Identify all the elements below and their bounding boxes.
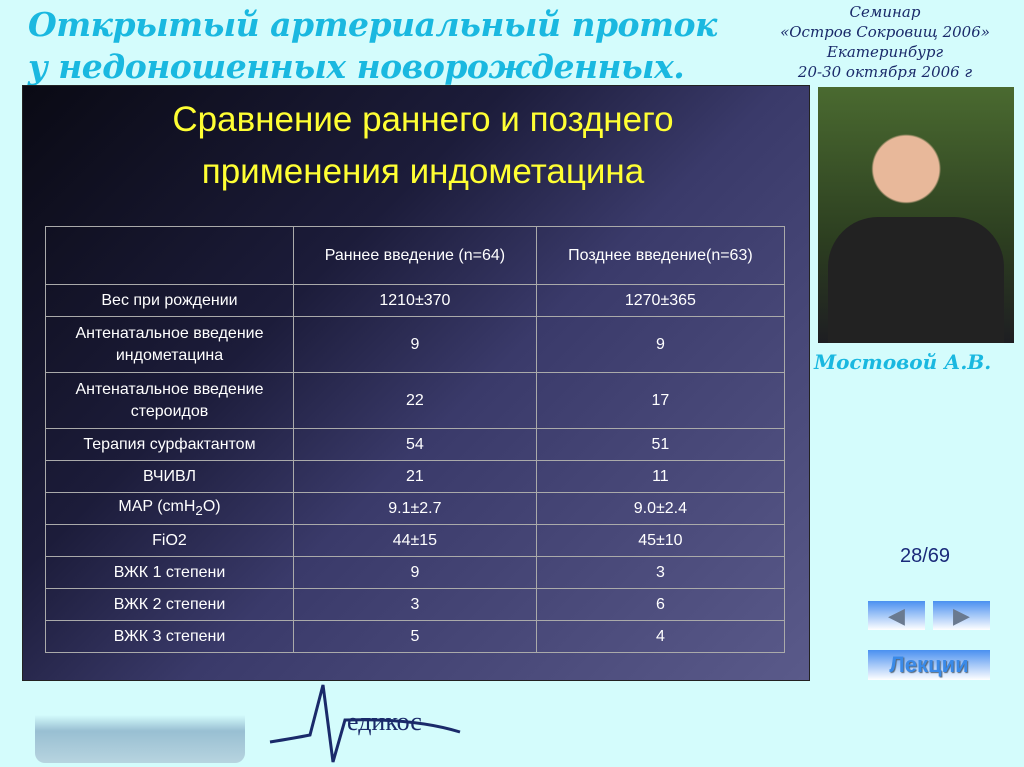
late-cell: 1270±365 <box>535 284 786 317</box>
label-cell: ВЖК 3 степени <box>45 620 294 653</box>
late-cell: 9 <box>535 316 786 373</box>
slide-title-line: Сравнение раннего и позднего <box>172 100 674 139</box>
late-cell: 3 <box>535 556 786 589</box>
presentation-title: Открытый артериальный проток у недоношен… <box>28 4 717 88</box>
lectures-button[interactable]: Лекции <box>868 650 990 680</box>
label-cell: ВЖК 1 степени <box>45 556 294 589</box>
table-header-row: Раннее введение (n=64) Позднее введение(… <box>45 226 786 285</box>
table-row: ВЖК 2 степени 3 6 <box>45 588 786 621</box>
table-row: Антенатальное введение стероидов 22 17 <box>45 372 786 429</box>
slide-title-line: применения индометацина <box>201 152 645 191</box>
early-cell: 3 <box>293 588 537 621</box>
medikos-logo: едикос <box>269 684 461 763</box>
late-cell: 9.0±2.4 <box>535 492 786 525</box>
label-cell: ВЧИВЛ <box>45 460 294 493</box>
early-cell: 22 <box>293 372 537 429</box>
late-cell: 6 <box>535 588 786 621</box>
seminar-line: Семинар <box>849 3 921 21</box>
table-row: ВЖК 1 степени 9 3 <box>45 556 786 589</box>
city-sketch-logo <box>35 683 245 763</box>
table-row: Вес при рождении 1210±370 1270±365 <box>45 284 786 317</box>
table-row: MAP (cmH2O) 9.1±2.7 9.0±2.4 <box>45 492 786 525</box>
header-cell: Раннее введение (n=64) <box>293 226 537 285</box>
comparison-table: Раннее введение (n=64) Позднее введение(… <box>45 226 786 653</box>
title-line: у недоношенных новорожденных. <box>28 47 685 86</box>
early-cell: 9.1±2.7 <box>293 492 537 525</box>
slide: Сравнение раннего и позднего применения … <box>22 85 810 681</box>
late-cell: 51 <box>535 428 786 461</box>
slide-title: Сравнение раннего и позднего применения … <box>103 94 743 198</box>
author-name: Мостовой А.В. <box>814 350 992 374</box>
page-counter: 28/69 <box>900 545 951 567</box>
table-row: FiO2 44±15 45±10 <box>45 524 786 557</box>
label-cell: Терапия сурфактантом <box>45 428 294 461</box>
label-cell: MAP (cmH2O) <box>45 492 294 525</box>
triangle-right-icon: ▶ <box>953 602 970 628</box>
svg-text:едикос: едикос <box>347 707 422 736</box>
label-cell: ВЖК 2 степени <box>45 588 294 621</box>
label-cell: Антенатальное введение стероидов <box>45 372 294 429</box>
early-cell: 1210±370 <box>293 284 537 317</box>
late-cell: 4 <box>535 620 786 653</box>
table-row: ВЖК 3 степени 5 4 <box>45 620 786 653</box>
table-row: Антенатальное введение индометацина 9 9 <box>45 316 786 373</box>
table-row: ВЧИВЛ 21 11 <box>45 460 786 493</box>
header-cell <box>45 226 294 285</box>
early-cell: 5 <box>293 620 537 653</box>
table-row: Терапия сурфактантом 54 51 <box>45 428 786 461</box>
late-cell: 45±10 <box>535 524 786 557</box>
early-cell: 44±15 <box>293 524 537 557</box>
seminar-line: «Остров Сокровищ 2006» <box>780 23 990 41</box>
label-cell: FiO2 <box>45 524 294 557</box>
next-slide-button[interactable]: ▶ <box>933 601 990 630</box>
seminar-info: Семинар «Остров Сокровищ 2006» Екатеринб… <box>760 2 1010 82</box>
early-cell: 9 <box>293 316 537 373</box>
title-line: Открытый артериальный проток <box>28 5 717 44</box>
late-cell: 17 <box>535 372 786 429</box>
seminar-line: Екатеринбург <box>826 43 944 61</box>
author-photo <box>818 87 1014 343</box>
label-cell: Вес при рождении <box>45 284 294 317</box>
triangle-left-icon: ◀ <box>888 602 905 628</box>
header-cell: Позднее введение(n=63) <box>535 226 786 285</box>
prev-slide-button[interactable]: ◀ <box>868 601 925 630</box>
early-cell: 54 <box>293 428 537 461</box>
late-cell: 11 <box>535 460 786 493</box>
seminar-line: 20-30 октября 2006 г <box>797 63 973 81</box>
label-cell: Антенатальное введение индометацина <box>45 316 294 373</box>
early-cell: 9 <box>293 556 537 589</box>
early-cell: 21 <box>293 460 537 493</box>
